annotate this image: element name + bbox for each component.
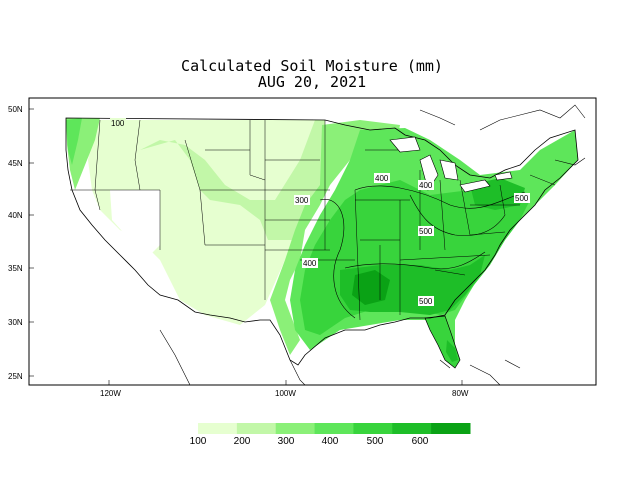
state-lines	[70, 119, 556, 321]
contour-label-500b: 500	[515, 194, 529, 203]
lat-label-40n: 40N	[8, 211, 23, 220]
region-100-200	[88, 120, 325, 325]
region-700-plus-ms	[352, 270, 390, 305]
legend-swatch-0	[198, 423, 238, 434]
contour-label-400c: 400	[303, 259, 317, 268]
contour-label-400b: 400	[419, 181, 433, 190]
legend-label-400: 400	[321, 436, 339, 447]
legend-color-bar	[198, 423, 471, 434]
contour-label-300: 300	[295, 196, 309, 205]
lat-label-45n: 45N	[8, 159, 23, 168]
lon-label-80w: 80W	[452, 389, 469, 398]
lon-label-100w: 100W	[275, 389, 296, 398]
florida-wet	[446, 340, 458, 362]
legend-label-200: 200	[233, 436, 251, 447]
lat-ticks: 50N 45N 40N 35N 30N 25N	[8, 105, 23, 381]
other-coastlines	[159, 104, 586, 386]
region-pnw-400	[66, 118, 82, 165]
contour-label-500a: 500	[419, 227, 433, 236]
contour-label-500c: 500	[419, 297, 433, 306]
region-basin-lt100	[110, 190, 160, 255]
lat-label-30n: 30N	[8, 318, 23, 327]
lat-label-25n: 25N	[8, 372, 23, 381]
lat-tick-marks	[29, 108, 34, 377]
legend-label-100: 100	[189, 436, 207, 447]
legend-swatch-6	[431, 423, 471, 434]
legend-swatch-5	[392, 423, 432, 434]
map-date: AUG 20, 2021	[257, 73, 367, 91]
lat-label-35n: 35N	[8, 264, 23, 273]
lon-label-120w: 120W	[100, 389, 121, 398]
us-outline	[65, 117, 579, 366]
map-title: Calculated Soil Moisture (mm)	[181, 57, 443, 75]
legend-label-600: 600	[411, 436, 429, 447]
legend-label-300: 300	[277, 436, 295, 447]
lat-label-50n: 50N	[8, 105, 23, 114]
region-200-300	[140, 120, 325, 240]
contour-lines	[319, 185, 526, 319]
contour-label-400a: 400	[375, 174, 389, 183]
lon-ticks: 120W 100W 80W	[100, 389, 469, 398]
lon-tick-marks	[108, 380, 463, 385]
moisture-fills	[66, 118, 578, 385]
legend-label-500: 500	[366, 436, 384, 447]
contour-label-100: 100	[111, 119, 125, 128]
legend-swatch-1	[236, 423, 277, 434]
legend-swatch-2	[275, 423, 316, 434]
legend-swatch-4	[353, 423, 393, 434]
legend-swatch-3	[314, 423, 354, 434]
contour-label-group: 100 300 400 400 400 500 500 500	[110, 118, 530, 306]
